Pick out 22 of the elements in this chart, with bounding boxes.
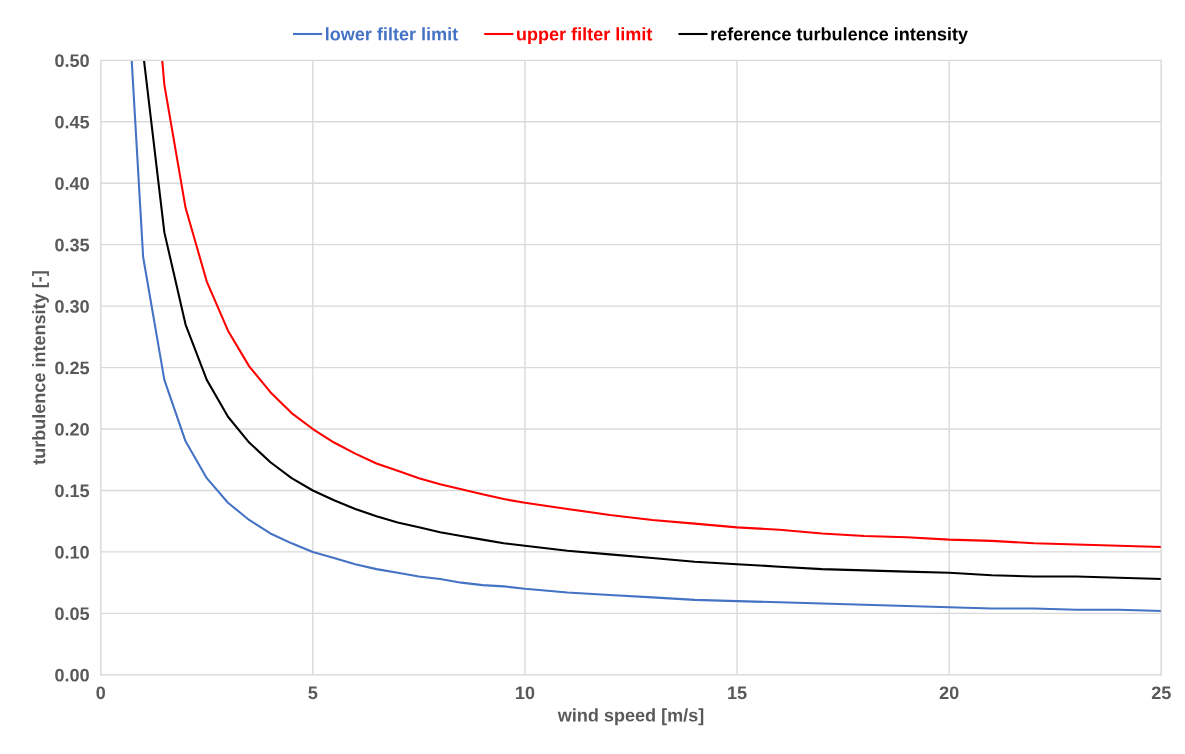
- x-tick-label: 5: [308, 686, 318, 700]
- y-tick-label: 0.50: [55, 54, 89, 68]
- legend-label: upper filter limit: [517, 27, 653, 45]
- y-tick-label: 0.40: [55, 177, 89, 190]
- x-tick-label: 0: [96, 686, 106, 700]
- y-tick-label: 0.25: [55, 361, 90, 375]
- legend-label: reference turbulence intensity: [711, 27, 968, 45]
- y-tick-label: 0.15: [55, 484, 90, 498]
- y-tick-label: 0.35: [55, 238, 90, 252]
- y-tick-label: 0.20: [55, 422, 89, 436]
- x-tick-label: 25: [1151, 686, 1171, 700]
- y-tick-label: 0.30: [55, 300, 89, 313]
- x-tick-label: 20: [939, 686, 959, 700]
- x-tick-label: 10: [516, 686, 535, 700]
- x-axis-title: wind speed [m/s]: [557, 708, 704, 726]
- y-tick-label: 0.00: [55, 668, 89, 682]
- x-tick-label: 15: [728, 686, 747, 700]
- y-axis-title: turbulence intensity [-]: [32, 271, 49, 465]
- y-tick-label: 0.45: [55, 115, 90, 129]
- y-tick-label: 0.05: [55, 607, 90, 621]
- legend-label: lower filter limit: [325, 27, 458, 41]
- y-tick-label: 0.10: [55, 545, 89, 559]
